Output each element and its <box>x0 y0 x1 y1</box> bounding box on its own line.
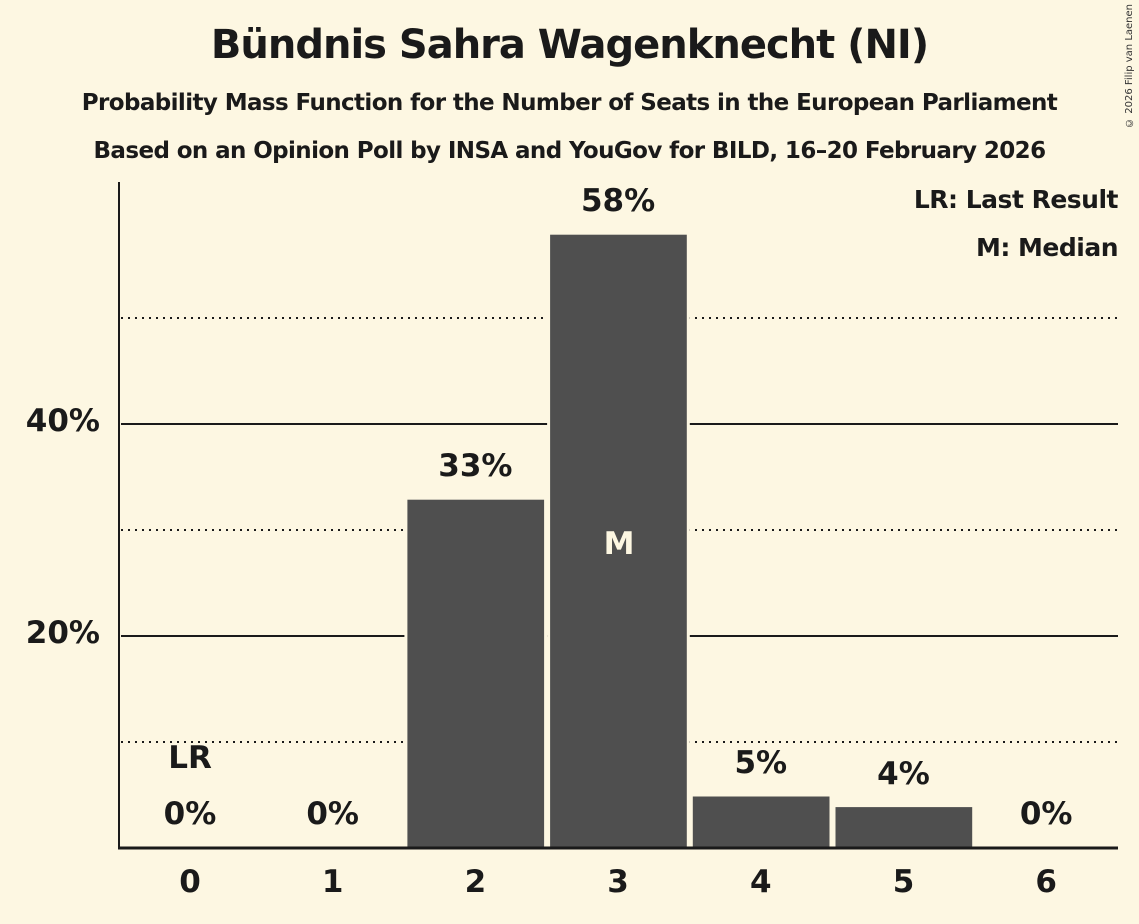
bar-seat-4 <box>689 793 833 850</box>
x-tick-5: 5 <box>892 864 915 900</box>
bars <box>404 231 976 850</box>
value-label-seat-2: 33% <box>438 448 513 485</box>
last-result-marker: LR <box>168 740 212 776</box>
value-label-seat-1: 0% <box>306 796 359 832</box>
x-tick-3: 3 <box>607 864 629 900</box>
legend-median: M: Median <box>975 233 1119 262</box>
value-label-seat-4: 5% <box>734 745 788 781</box>
chart-source: Based on an Opinion Poll by INSA and You… <box>93 138 1047 164</box>
bar-seat-3 <box>547 231 690 850</box>
x-tick-0: 0 <box>179 864 201 900</box>
median-marker: M <box>603 526 635 562</box>
x-tick-6: 6 <box>1035 864 1057 900</box>
value-label-seat-3: 58% <box>580 183 656 220</box>
y-tick-40: 40% <box>25 403 100 439</box>
value-label-seat-5: 4% <box>877 755 930 792</box>
x-tick-1: 1 <box>321 864 344 900</box>
chart-subtitle: Probability Mass Function for the Number… <box>81 90 1058 116</box>
bar-seat-2 <box>404 496 548 850</box>
x-tick-2: 2 <box>464 864 487 900</box>
bar-seat-5 <box>832 804 976 850</box>
chart-title: Bündnis Sahra Wagenknecht (NI) <box>210 22 929 68</box>
legend-last-result: LR: Last Result <box>913 185 1119 214</box>
value-label-seat-6: 0% <box>1019 796 1073 832</box>
value-label-seat-0: 0% <box>163 796 217 832</box>
x-tick-4: 4 <box>750 864 772 900</box>
y-tick-20: 20% <box>25 615 100 651</box>
